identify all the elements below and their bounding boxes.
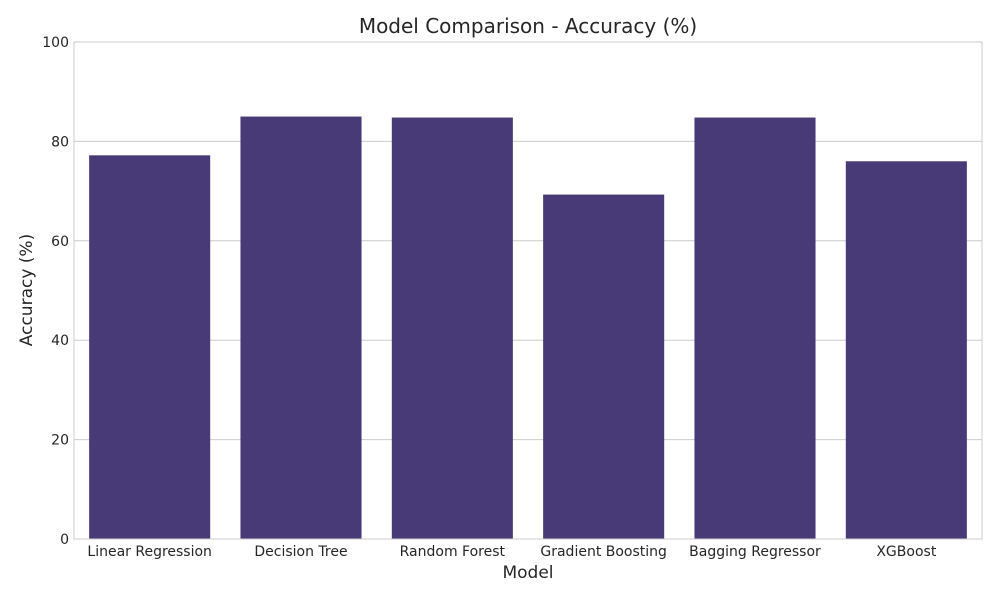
- y-tick-label: 60: [51, 234, 69, 250]
- y-tick-label: 40: [51, 333, 69, 349]
- x-tick-label: Decision Tree: [254, 544, 347, 560]
- y-tick-labels: 0 20 40 60 80 100: [42, 35, 69, 548]
- y-tick-label: 80: [51, 134, 69, 150]
- bar-xgboost: [845, 161, 967, 539]
- y-axis-label: Accuracy (%): [17, 234, 37, 346]
- bar-decision-tree: [240, 116, 362, 540]
- bar-bagging-regressor: [694, 117, 816, 539]
- y-tick-label: 100: [42, 35, 69, 51]
- bars-layer: [89, 116, 967, 540]
- x-tick-labels: Linear Regression Decision Tree Random For…: [87, 544, 936, 560]
- x-tick-label: Gradient Boosting: [540, 544, 667, 560]
- x-tick-label: Linear Regression: [87, 544, 212, 560]
- bar-random-forest: [391, 117, 513, 539]
- x-tick-label: Bagging Regressor: [689, 544, 821, 560]
- plot-frame: [73, 41, 983, 540]
- y-tick-label: 0: [60, 532, 69, 548]
- bar-gradient-boosting: [543, 194, 665, 540]
- x-axis-label: Model: [502, 563, 553, 583]
- x-tick-label: Random Forest: [400, 544, 506, 560]
- x-tick-label: XGBoost: [876, 544, 936, 560]
- bar-linear-regression: [89, 155, 211, 540]
- y-tick-label: 20: [51, 433, 69, 449]
- chart-title: Model Comparison - Accuracy (%): [359, 14, 697, 38]
